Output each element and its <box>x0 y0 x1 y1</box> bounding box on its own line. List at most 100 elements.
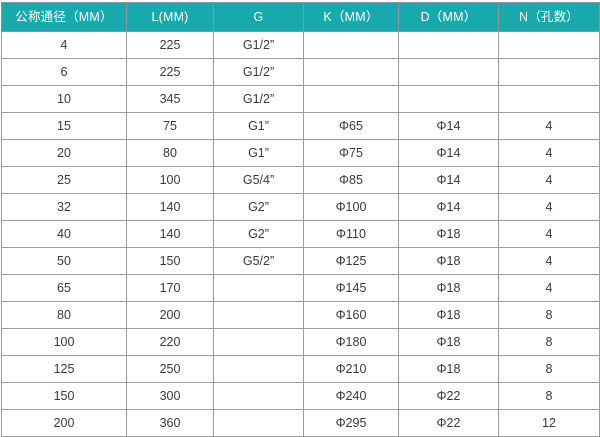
table-row: 80 200 Φ160 Φ18 8 <box>1 301 600 329</box>
cell-r7-c5: 4 <box>498 220 600 248</box>
cell-r13-c2 <box>213 382 304 410</box>
cell-r14-c5: 12 <box>498 409 600 437</box>
cell-r14-c2 <box>213 409 304 437</box>
cell-r9-c1: 170 <box>126 274 214 302</box>
cell-r10-c1: 200 <box>126 301 214 329</box>
cell-r9-c3: Φ145 <box>303 274 399 302</box>
cell-r12-c2 <box>213 355 304 383</box>
cell-r13-c5: 8 <box>498 382 600 410</box>
cell-r11-c0: 100 <box>1 328 127 356</box>
cell-r11-c3: Φ180 <box>303 328 399 356</box>
table-row: 100 220 Φ180 Φ18 8 <box>1 328 600 356</box>
cell-r14-c0: 200 <box>1 409 127 437</box>
cell-r4-c4: Φ14 <box>398 139 499 167</box>
cell-r1-c0: 6 <box>1 58 127 86</box>
cell-r3-c5: 4 <box>498 112 600 140</box>
cell-r2-c4 <box>398 85 499 113</box>
table-header-row: 公称通径（MM） L(MM) G K（MM） D（MM） N（孔数） <box>1 2 600 32</box>
cell-r5-c0: 25 <box>1 166 127 194</box>
table-row: 6 225 G1/2” <box>1 58 600 86</box>
cell-r2-c5 <box>498 85 600 113</box>
cell-r0-c5 <box>498 31 600 59</box>
cell-r10-c3: Φ160 <box>303 301 399 329</box>
table-row: 150 300 Φ240 Φ22 8 <box>1 382 600 410</box>
cell-r6-c0: 32 <box>1 193 127 221</box>
cell-r2-c1: 345 <box>126 85 214 113</box>
cell-r2-c2: G1/2” <box>213 85 304 113</box>
cell-r10-c0: 80 <box>1 301 127 329</box>
cell-r9-c2 <box>213 274 304 302</box>
cell-r13-c0: 150 <box>1 382 127 410</box>
cell-r11-c1: 220 <box>126 328 214 356</box>
column-header-1: L(MM) <box>126 2 214 32</box>
cell-r12-c1: 250 <box>126 355 214 383</box>
cell-r4-c0: 20 <box>1 139 127 167</box>
table-body: 4 225 G1/2” 6 225 G1/2” 10 345 G1/2” 15 75 G1” Φ65 Φ1… <box>1 31 600 437</box>
column-header-5: N（孔数） <box>498 2 600 32</box>
cell-r8-c3: Φ125 <box>303 247 399 275</box>
cell-r0-c0: 4 <box>1 31 127 59</box>
cell-r14-c3: Φ295 <box>303 409 399 437</box>
column-header-4: D（MM） <box>398 2 499 32</box>
cell-r1-c3 <box>303 58 399 86</box>
cell-r7-c0: 40 <box>1 220 127 248</box>
cell-r7-c2: G2” <box>213 220 304 248</box>
cell-r10-c5: 8 <box>498 301 600 329</box>
cell-r11-c2 <box>213 328 304 356</box>
table-row: 40 140 G2” Φ110 Φ18 4 <box>1 220 600 248</box>
cell-r12-c5: 8 <box>498 355 600 383</box>
cell-r1-c4 <box>398 58 499 86</box>
cell-r8-c2: G5/2” <box>213 247 304 275</box>
cell-r2-c3 <box>303 85 399 113</box>
cell-r3-c0: 15 <box>1 112 127 140</box>
cell-r5-c4: Φ14 <box>398 166 499 194</box>
table-row: 65 170 Φ145 Φ18 4 <box>1 274 600 302</box>
cell-r5-c3: Φ85 <box>303 166 399 194</box>
cell-r6-c5: 4 <box>498 193 600 221</box>
cell-r3-c3: Φ65 <box>303 112 399 140</box>
cell-r1-c2: G1/2” <box>213 58 304 86</box>
cell-r6-c4: Φ14 <box>398 193 499 221</box>
cell-r4-c3: Φ75 <box>303 139 399 167</box>
cell-r6-c3: Φ100 <box>303 193 399 221</box>
cell-r11-c4: Φ18 <box>398 328 499 356</box>
table-row: 50 150 G5/2” Φ125 Φ18 4 <box>1 247 600 275</box>
table-row: 125 250 Φ210 Φ18 8 <box>1 355 600 383</box>
cell-r12-c0: 125 <box>1 355 127 383</box>
cell-r3-c2: G1” <box>213 112 304 140</box>
cell-r1-c5 <box>498 58 600 86</box>
cell-r9-c0: 65 <box>1 274 127 302</box>
cell-r0-c1: 225 <box>126 31 214 59</box>
cell-r6-c2: G2” <box>213 193 304 221</box>
cell-r11-c5: 8 <box>498 328 600 356</box>
cell-r12-c3: Φ210 <box>303 355 399 383</box>
cell-r0-c2: G1/2” <box>213 31 304 59</box>
cell-r13-c1: 300 <box>126 382 214 410</box>
table-row: 10 345 G1/2” <box>1 85 600 113</box>
cell-r8-c4: Φ18 <box>398 247 499 275</box>
cell-r2-c0: 10 <box>1 85 127 113</box>
cell-r9-c5: 4 <box>498 274 600 302</box>
cell-r5-c5: 4 <box>498 166 600 194</box>
cell-r7-c3: Φ110 <box>303 220 399 248</box>
column-header-3: K（MM） <box>303 2 399 32</box>
cell-r0-c3 <box>303 31 399 59</box>
table-row: 25 100 G5/4” Φ85 Φ14 4 <box>1 166 600 194</box>
cell-r14-c4: Φ22 <box>398 409 499 437</box>
cell-r3-c1: 75 <box>126 112 214 140</box>
cell-r12-c4: Φ18 <box>398 355 499 383</box>
cell-r8-c5: 4 <box>498 247 600 275</box>
column-header-2: G <box>213 2 304 32</box>
table-row: 20 80 G1” Φ75 Φ14 4 <box>1 139 600 167</box>
cell-r7-c1: 140 <box>126 220 214 248</box>
table-row: 32 140 G2” Φ100 Φ14 4 <box>1 193 600 221</box>
column-header-0: 公称通径（MM） <box>1 2 127 32</box>
table-header: 公称通径（MM） L(MM) G K（MM） D（MM） N（孔数） <box>1 2 600 32</box>
cell-r4-c2: G1” <box>213 139 304 167</box>
cell-r4-c5: 4 <box>498 139 600 167</box>
table-row: 4 225 G1/2” <box>1 31 600 59</box>
cell-r9-c4: Φ18 <box>398 274 499 302</box>
cell-r14-c1: 360 <box>126 409 214 437</box>
table-row: 15 75 G1” Φ65 Φ14 4 <box>1 112 600 140</box>
